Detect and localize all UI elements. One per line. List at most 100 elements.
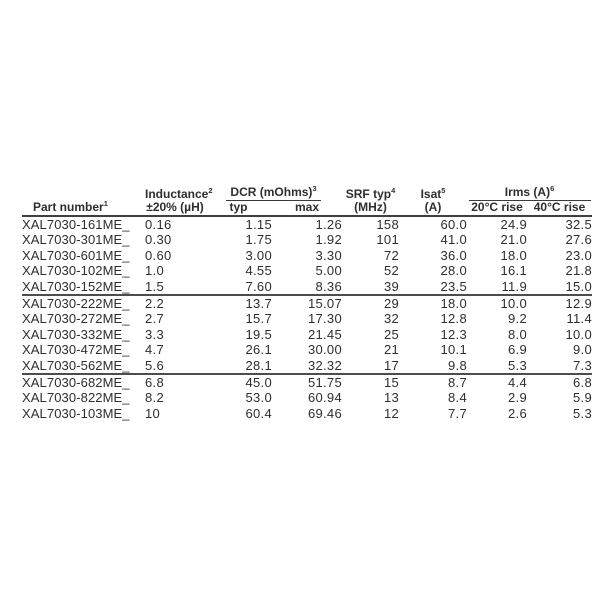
- table-row: XAL7030-222ME_ 2.2 13.7 15.07 29 18.0 10.0 12.9: [22, 295, 592, 311]
- inductance-header-line2: ±20% (µH): [145, 200, 205, 217]
- part-number-cell: XAL7030-272ME_: [22, 311, 130, 327]
- dcr-max-cell: 60.94: [307, 390, 342, 406]
- part-number-cell: XAL7030-562ME_: [22, 357, 130, 373]
- inductance-cell: 2.7: [145, 311, 164, 327]
- irms-20c-cell: 21.0: [500, 232, 527, 248]
- irms-20c-cell: 8.0: [508, 326, 527, 342]
- irms-40c-cell: 9.0: [573, 342, 592, 358]
- inductance-cell: 5.6: [145, 357, 164, 373]
- table-row: XAL7030-152ME_ 1.5 7.60 8.36 39 23.5 11.9 15.0: [22, 279, 592, 295]
- dcr-max-cell: 1.92: [315, 232, 342, 248]
- dcr-max-cell: 3.30: [315, 247, 342, 263]
- irms-40c-cell: 27.6: [565, 232, 592, 248]
- dcr-typ-cell: 13.7: [245, 296, 272, 312]
- isat-cell: 8.7: [448, 375, 467, 391]
- dcr-max-cell: 69.46: [307, 405, 342, 421]
- irms-40c-cell: 23.0: [565, 247, 592, 263]
- irms-40c-cell: 5.9: [573, 390, 592, 406]
- irms-20c-cell: 4.4: [508, 375, 527, 391]
- dcr-typ-cell: 60.4: [245, 405, 272, 421]
- part-number-cell: XAL7030-301ME_: [22, 232, 130, 248]
- srf-cell: 52: [383, 263, 399, 279]
- isat-cell: 60.0: [440, 217, 467, 232]
- irms-20c-cell: 2.9: [508, 390, 527, 406]
- isat-header-line1: Isat5: [399, 186, 467, 201]
- isat-footnote-ref: 5: [441, 186, 446, 195]
- irms-40c-cell: 21.8: [565, 263, 592, 279]
- irms-group-text: Irms (A): [504, 185, 551, 199]
- inductance-header-text: Inductance: [145, 187, 209, 201]
- dcr-max-cell: 1.26: [315, 217, 342, 232]
- srf-header-line2: (MHz): [342, 201, 399, 217]
- table-row: XAL7030-103ME_ 10 60.4 69.46 12 7.7 2.6 5.3: [22, 406, 592, 421]
- irms-40c-header: 40°C rise: [527, 201, 592, 217]
- isat-cell: 8.4: [448, 390, 467, 406]
- irms-footnote-ref: 6: [550, 184, 555, 193]
- irms-20c-cell: 11.9: [501, 278, 527, 294]
- dcr-typ-cell: 53.0: [245, 390, 272, 406]
- dcr-max-cell: 17.30: [307, 311, 342, 327]
- irms-40c-cell: 11.4: [566, 311, 592, 327]
- dcr-typ-cell: 15.7: [245, 311, 272, 327]
- inductance-cell: 2.2: [145, 296, 164, 312]
- isat-cell: 28.0: [440, 263, 467, 279]
- dcr-typ-cell: 26.1: [245, 342, 272, 358]
- part-number-cell: XAL7030-161ME_: [22, 217, 130, 232]
- part-number-cell: XAL7030-822ME_: [22, 390, 130, 406]
- isat-cell: 12.3: [440, 326, 467, 342]
- header-row-bottom: Part number1 ±20% (µH) typ max (MHz) (A)…: [22, 199, 592, 217]
- isat-cell: 12.8: [440, 311, 467, 327]
- irms-20c-cell: 5.3: [508, 357, 527, 373]
- row-group-2: XAL7030-222ME_ 2.2 13.7 15.07 29 18.0 10.0 12.9…: [22, 295, 592, 374]
- srf-header-line1: SRF typ4: [342, 186, 399, 201]
- srf-cell: 29: [383, 296, 399, 312]
- part-number-cell: XAL7030-332ME_: [22, 326, 130, 342]
- isat-cell: 23.5: [440, 278, 467, 294]
- irms-20c-cell: 16.1: [500, 263, 527, 279]
- dcr-max-cell: 32.32: [307, 357, 342, 373]
- dcr-max-cell: 30.00: [307, 342, 342, 358]
- srf-cell: 15: [383, 375, 399, 391]
- inductance-cell: 8.2: [145, 390, 164, 406]
- table-row: XAL7030-102ME_ 1.0 4.55 5.00 52 28.0 16.1 21.8: [22, 263, 592, 278]
- irms-20c-cell: 18.0: [500, 247, 527, 263]
- dcr-max-cell: 8.36: [315, 278, 342, 294]
- table-row: XAL7030-822ME_ 8.2 53.0 60.94 13 8.4 2.9 5.9: [22, 390, 592, 405]
- dcr-max-cell: 5.00: [315, 263, 342, 279]
- part-number-header: Part number1: [22, 199, 145, 217]
- inductance-header-line1: Inductance2: [145, 186, 213, 201]
- irms-40c-cell: 6.8: [573, 375, 592, 391]
- isat-cell: 41.0: [440, 232, 467, 248]
- table-row: XAL7030-562ME_ 5.6 28.1 32.32 17 9.8 5.3 7.3: [22, 358, 592, 374]
- srf-header-text: SRF typ: [345, 187, 392, 201]
- table-row: XAL7030-601ME_ 0.60 3.00 3.30 72 36.0 18.0 23.0: [22, 248, 592, 263]
- isat-cell: 18.0: [440, 296, 467, 312]
- irms-40c-cell: 10.0: [565, 326, 592, 342]
- inductance-cell: 1.5: [145, 278, 164, 294]
- srf-cell: 39: [383, 278, 399, 294]
- part-number-cell: XAL7030-601ME_: [22, 247, 130, 263]
- isat-cell: 9.8: [448, 357, 467, 373]
- srf-cell: 12: [383, 405, 399, 421]
- table-row: XAL7030-272ME_ 2.7 15.7 17.30 32 12.8 9.2 11.4: [22, 311, 592, 326]
- table-row: XAL7030-472ME_ 4.7 26.1 30.00 21 10.1 6.9 9.0: [22, 342, 592, 357]
- inductance-cell: 3.3: [145, 326, 164, 342]
- dcr-typ-cell: 1.15: [245, 217, 272, 232]
- dcr-typ-cell: 45.0: [245, 375, 272, 391]
- part-number-footnote-ref: 1: [103, 199, 108, 208]
- isat-header-line2: (A): [399, 201, 467, 217]
- dcr-typ-cell: 28.1: [245, 357, 272, 373]
- dcr-typ-cell: 3.00: [245, 247, 272, 263]
- inductance-cell: 0.60: [145, 247, 172, 263]
- row-group-3: XAL7030-682ME_ 6.8 45.0 51.75 15 8.7 4.4 6.8 XAL…: [22, 374, 592, 421]
- dcr-group-text: DCR (mOhms): [230, 185, 313, 199]
- dcr-typ-cell: 1.75: [245, 232, 272, 248]
- inductance-cell: 0.16: [145, 217, 172, 232]
- irms-40c-cell: 32.5: [565, 217, 592, 232]
- header-row-top: Inductance2 DCR (mOhms)3 SRF typ4 Isat5 …: [22, 184, 592, 201]
- dcr-typ-cell: 7.60: [245, 278, 272, 294]
- table-row: XAL7030-161ME_ 0.16 1.15 1.26 158 60.0 24.9 32.…: [22, 216, 592, 232]
- header-spacer: [22, 186, 145, 201]
- part-number-header-text: Part number: [33, 200, 104, 214]
